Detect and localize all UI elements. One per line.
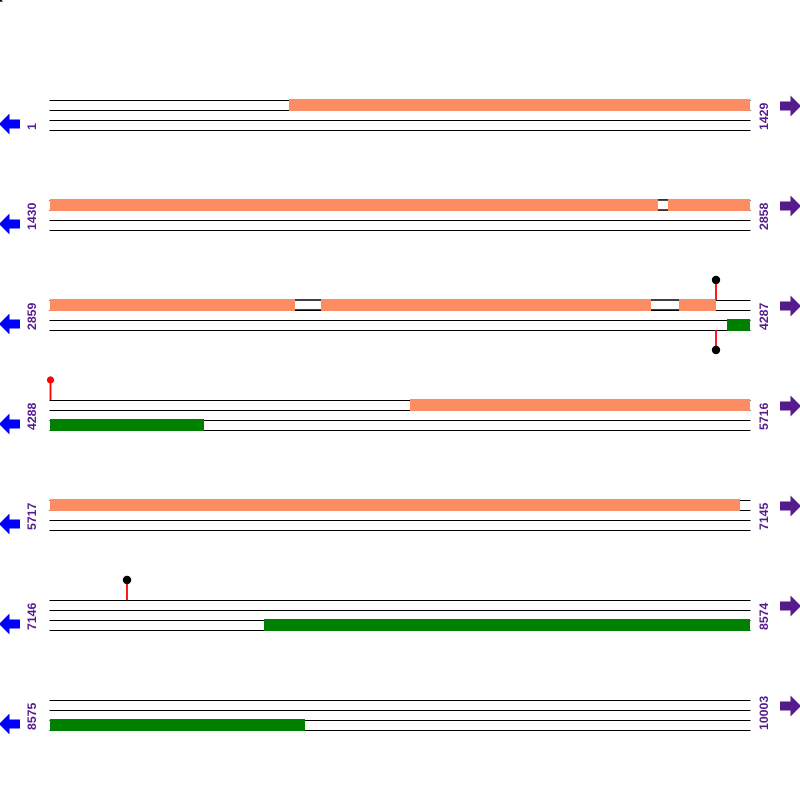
svg-text:5716: 5716	[757, 402, 771, 430]
svg-text:7146: 7146	[25, 602, 39, 630]
svg-text:8574: 8574	[757, 602, 771, 630]
svg-text:2858: 2858	[757, 202, 771, 230]
svg-text:2859: 2859	[25, 302, 39, 330]
svg-text:1429: 1429	[757, 102, 771, 130]
svg-text:4287: 4287	[757, 302, 771, 330]
svg-text:7145: 7145	[757, 502, 771, 530]
svg-text:8575: 8575	[25, 702, 39, 730]
svg-text:10003: 10003	[757, 696, 771, 730]
svg-text:1430: 1430	[25, 202, 39, 230]
svg-text:1: 1	[25, 123, 39, 130]
svg-text:4288: 4288	[25, 402, 39, 430]
svg-text:5717: 5717	[25, 502, 39, 530]
